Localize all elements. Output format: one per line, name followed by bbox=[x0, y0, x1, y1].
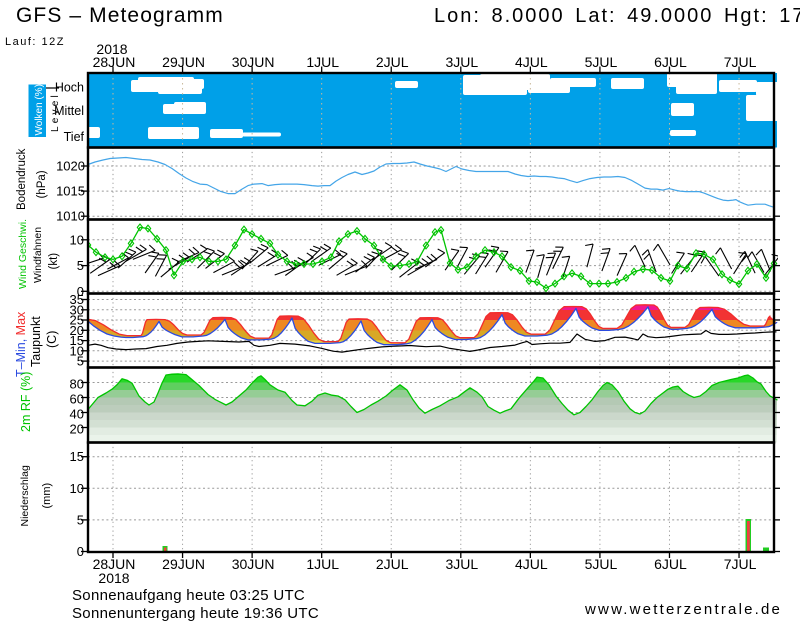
svg-text:2JUL: 2JUL bbox=[376, 556, 409, 572]
svg-text:2JUL: 2JUL bbox=[376, 54, 409, 70]
svg-text:1JUL: 1JUL bbox=[306, 54, 339, 70]
svg-text:30: 30 bbox=[70, 302, 84, 317]
svg-text:www.wetterzentrale.de: www.wetterzentrale.de bbox=[584, 601, 782, 618]
svg-text:1JUL: 1JUL bbox=[306, 556, 339, 572]
svg-text:Taupunkt: Taupunkt bbox=[29, 316, 43, 367]
svg-text:GFS – Meteogramm: GFS – Meteogramm bbox=[16, 4, 224, 27]
svg-text:7JUL: 7JUL bbox=[724, 556, 757, 572]
svg-text:1020: 1020 bbox=[56, 159, 85, 174]
svg-text:40: 40 bbox=[70, 407, 84, 422]
svg-text:4JUL: 4JUL bbox=[515, 556, 548, 572]
svg-text:0: 0 bbox=[77, 544, 84, 559]
svg-text:5JUL: 5JUL bbox=[585, 54, 618, 70]
svg-text:25: 25 bbox=[70, 313, 84, 328]
svg-text:20: 20 bbox=[70, 422, 84, 437]
svg-text:Wolken (%): Wolken (%) bbox=[34, 84, 45, 136]
svg-text:3JUL: 3JUL bbox=[445, 556, 478, 572]
svg-text:15: 15 bbox=[70, 333, 84, 348]
svg-text:Lon: 8.0000 Lat: 49.0000 Hgt:: Lon: 8.0000 Lat: 49.0000 Hgt: 17 bbox=[434, 5, 800, 27]
svg-text:30JUN: 30JUN bbox=[232, 54, 275, 70]
svg-text:Mittel: Mittel bbox=[54, 104, 84, 118]
svg-text:15: 15 bbox=[70, 449, 84, 464]
svg-text:1010: 1010 bbox=[56, 209, 85, 224]
svg-text:20: 20 bbox=[70, 323, 84, 338]
svg-text:60: 60 bbox=[70, 392, 84, 407]
svg-text:5: 5 bbox=[77, 258, 84, 273]
svg-text:Lauf: 12Z: Lauf: 12Z bbox=[5, 36, 65, 48]
svg-text:2018: 2018 bbox=[96, 41, 127, 57]
svg-text:Windfahnen: Windfahnen bbox=[32, 227, 44, 283]
svg-text:1015: 1015 bbox=[56, 184, 85, 199]
svg-text:4JUL: 4JUL bbox=[515, 54, 548, 70]
svg-text:Niederschlag: Niederschlag bbox=[19, 465, 31, 526]
svg-text:T–Min, Max: T–Min, Max bbox=[14, 311, 28, 377]
svg-text:80: 80 bbox=[70, 377, 84, 392]
svg-text:30JUN: 30JUN bbox=[232, 556, 275, 572]
svg-text:10: 10 bbox=[70, 232, 84, 247]
svg-text:28JUN: 28JUN bbox=[93, 556, 136, 572]
svg-text:(hPa): (hPa) bbox=[36, 170, 48, 198]
svg-text:5: 5 bbox=[77, 512, 84, 527]
svg-text:29JUN: 29JUN bbox=[162, 54, 205, 70]
svg-text:28JUN: 28JUN bbox=[93, 54, 136, 70]
svg-text:0: 0 bbox=[77, 284, 84, 299]
svg-text:6JUL: 6JUL bbox=[654, 54, 687, 70]
svg-text:Sonnenuntergang heute 19:36 UT: Sonnenuntergang heute 19:36 UTC bbox=[72, 605, 319, 622]
svg-text:Bodendruck: Bodendruck bbox=[16, 148, 28, 210]
svg-text:6JUL: 6JUL bbox=[654, 556, 687, 572]
svg-text:(C): (C) bbox=[45, 331, 59, 348]
svg-text:10: 10 bbox=[70, 343, 84, 358]
svg-text:Sonnenaufgang heute 03:25 UTC: Sonnenaufgang heute 03:25 UTC bbox=[72, 587, 305, 604]
svg-text:Hoch: Hoch bbox=[55, 81, 84, 95]
svg-text:5JUL: 5JUL bbox=[585, 556, 618, 572]
svg-text:(mm): (mm) bbox=[41, 483, 53, 509]
svg-text:2018: 2018 bbox=[98, 570, 129, 586]
svg-text:2m RF (%): 2m RF (%) bbox=[19, 372, 33, 432]
svg-text:3JUL: 3JUL bbox=[445, 54, 478, 70]
svg-text:10: 10 bbox=[70, 481, 84, 496]
svg-text:Wind Geschwi.: Wind Geschwi. bbox=[17, 219, 29, 289]
svg-text:29JUN: 29JUN bbox=[162, 556, 205, 572]
svg-text:7JUL: 7JUL bbox=[724, 54, 757, 70]
svg-text:Tief: Tief bbox=[64, 130, 85, 144]
svg-text:Level: Level bbox=[50, 92, 61, 132]
svg-text:5: 5 bbox=[77, 354, 84, 369]
svg-text:35: 35 bbox=[70, 292, 84, 307]
svg-text:(kt): (kt) bbox=[48, 253, 60, 270]
